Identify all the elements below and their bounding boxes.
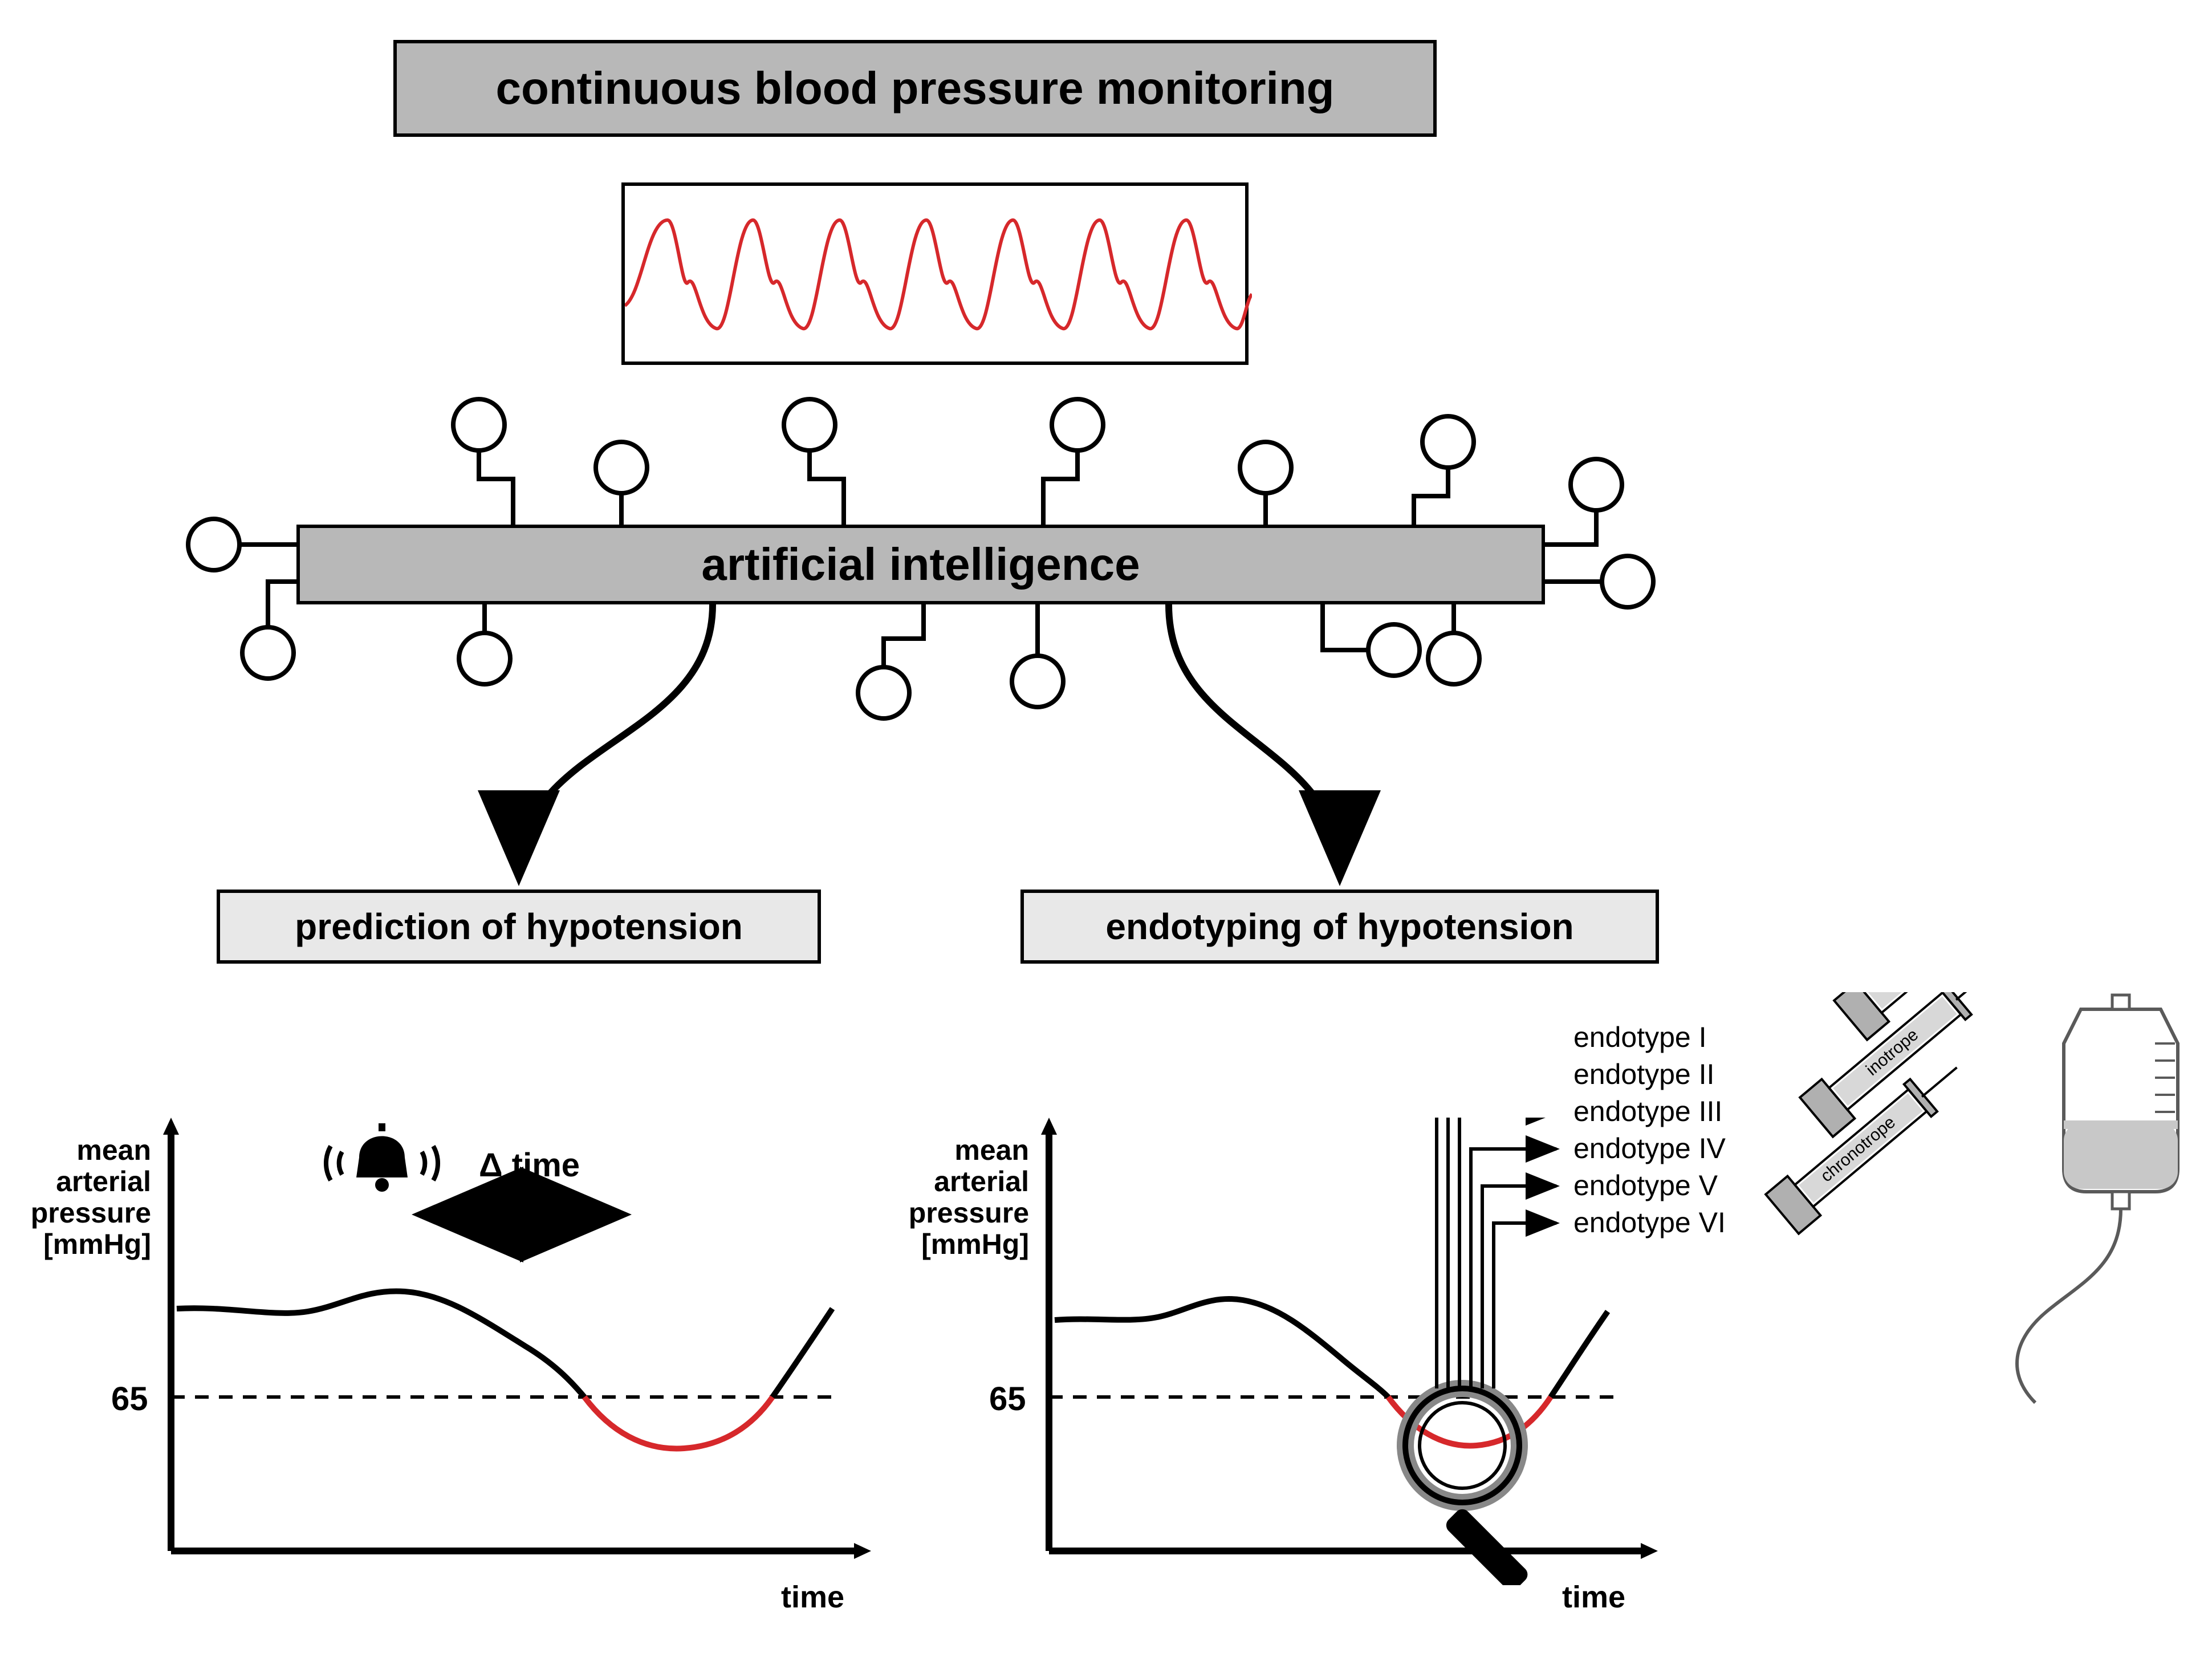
endotype-label: endotype I (1573, 1021, 1707, 1054)
prediction-text: prediction of hypotension (295, 905, 743, 948)
chart-left-svg (160, 1118, 878, 1585)
endotype-label: endotype IV (1573, 1132, 1726, 1165)
chart-right-ylabel: mean arterial pressure [mmHg] (878, 1135, 1029, 1260)
chart-left-delta: Δ time (479, 1146, 580, 1184)
chart-right-svg (1038, 1118, 1665, 1585)
endotyping-text: endotyping of hypotension (1105, 905, 1573, 948)
chart-right-xlabel: time (1562, 1579, 1625, 1615)
prediction-box: prediction of hypotension (217, 890, 821, 964)
endotype-label: endotype VI (1573, 1206, 1726, 1239)
endotype-label: endotype V (1573, 1169, 1718, 1202)
chart-left-ytick: 65 (111, 1380, 148, 1418)
endotype-label: endotype II (1573, 1058, 1714, 1091)
chart-left-xlabel: time (781, 1579, 844, 1615)
chart-left-ylabel: mean arterial pressure [mmHg] (0, 1135, 151, 1260)
chart-right-ytick: 65 (989, 1380, 1026, 1418)
endotyping-box: endotyping of hypotension (1020, 890, 1659, 964)
treatments-svg: vasopressor inotrope chronotrope (1722, 992, 2212, 1448)
endotype-label: endotype III (1573, 1095, 1722, 1128)
